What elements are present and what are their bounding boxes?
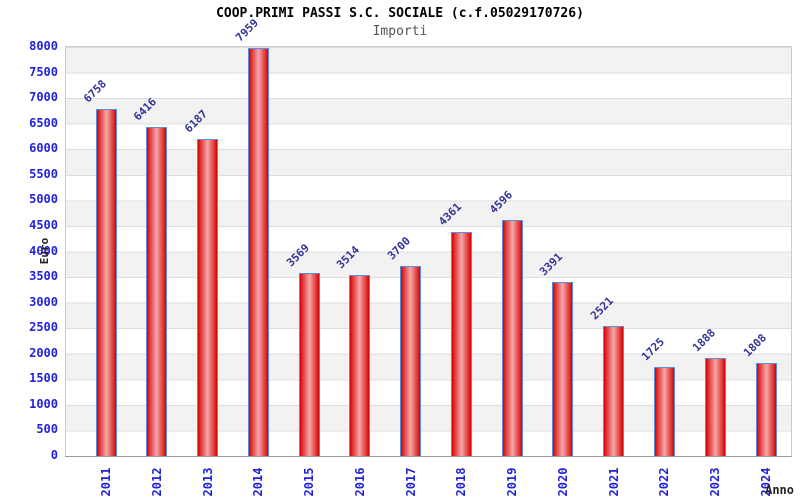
x-tick-label: 2019 [505, 467, 519, 497]
y-tick-label: 1000 [29, 397, 58, 411]
bar-2016 [349, 275, 370, 456]
y-tick-label: 2500 [29, 320, 58, 334]
y-tick-label: 8000 [29, 39, 58, 53]
y-axis-title: Euro [38, 237, 51, 265]
y-tick-label: 3500 [29, 269, 58, 283]
x-tick-label: 2023 [708, 467, 722, 497]
x-tick-label: 2015 [302, 467, 316, 497]
y-tick-label: 5500 [29, 167, 58, 181]
bar-2024 [756, 363, 777, 456]
bar-2017 [400, 266, 421, 456]
chart-subtitle: Importi [372, 24, 428, 39]
bar-2012 [146, 127, 167, 456]
x-tick-label: 2012 [150, 467, 164, 497]
y-tick-label: 6500 [29, 116, 58, 130]
bar-2014 [248, 48, 269, 456]
y-tick-label: 3000 [29, 295, 58, 309]
plot-area [65, 46, 792, 457]
x-tick-label: 2022 [657, 467, 671, 497]
y-tick-label: 7500 [29, 65, 58, 79]
bar-2019 [502, 220, 523, 456]
x-axis-title: Anno [765, 483, 794, 497]
x-tick-label: 2013 [201, 467, 215, 497]
bar-2020 [552, 282, 573, 456]
x-tick-label: 2017 [404, 467, 418, 497]
x-tick-label: 2020 [556, 467, 570, 497]
y-tick-label: 6000 [29, 141, 58, 155]
y-tick-label: 5000 [29, 192, 58, 206]
bar-2011 [96, 109, 117, 456]
x-tick-label: 2016 [353, 467, 367, 497]
x-tick-label: 2021 [607, 467, 621, 497]
y-tick-label: 4000 [29, 244, 58, 258]
bar-2013 [197, 139, 218, 456]
y-tick-label: 2000 [29, 346, 58, 360]
y-tick-label: 1500 [29, 371, 58, 385]
y-tick-label: 7000 [29, 90, 58, 104]
x-tick-label: 2018 [454, 467, 468, 497]
bar-2023 [705, 358, 726, 456]
bar-2018 [451, 232, 472, 456]
chart-title: COOP.PRIMI PASSI S.C. SOCIALE (c.f.05029… [216, 6, 584, 21]
x-tick-label: 2014 [251, 467, 265, 497]
y-tick-label: 4500 [29, 218, 58, 232]
bar-2015 [299, 273, 320, 456]
bar-2021 [603, 326, 624, 456]
bar-2022 [654, 367, 675, 456]
y-tick-label: 0 [50, 448, 58, 462]
y-tick-label: 500 [36, 422, 58, 436]
x-tick-label: 2011 [99, 467, 113, 497]
